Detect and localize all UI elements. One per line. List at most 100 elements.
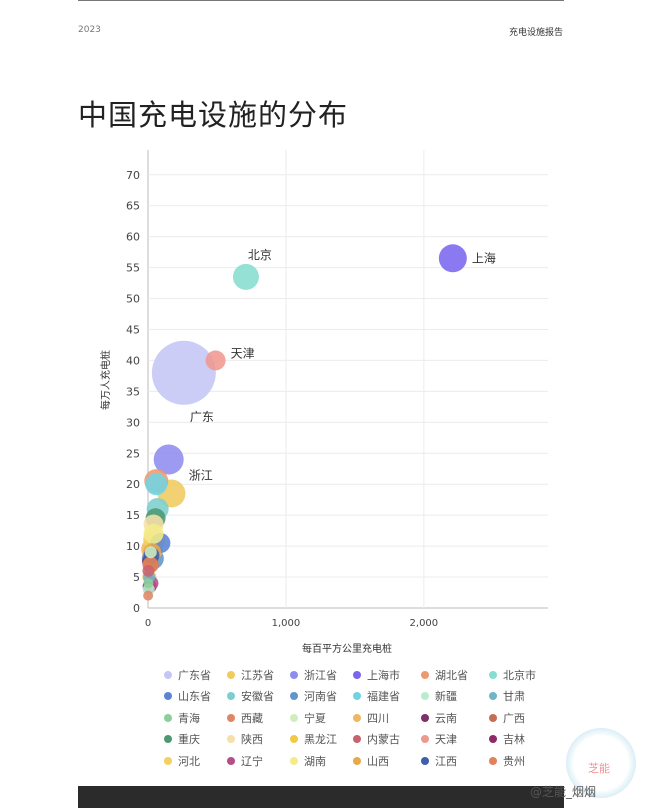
legend-label: 湖南 — [304, 754, 326, 768]
legend-swatch — [227, 692, 235, 701]
legend-label: 浙江省 — [304, 669, 337, 682]
legend-item: 西藏 — [227, 710, 263, 726]
legend-swatch — [290, 756, 298, 765]
point-label: 上海 — [472, 250, 496, 265]
legend-label: 广东省 — [178, 669, 211, 682]
legend-item: 黑龙江 — [290, 731, 337, 747]
y-tick-label: 10 — [126, 540, 140, 553]
legend-item: 重庆 — [164, 731, 200, 747]
legend-swatch — [164, 756, 172, 765]
legend-item: 广西 — [489, 710, 525, 726]
y-tick-label: 0 — [133, 602, 140, 615]
legend-item: 山西 — [353, 753, 389, 769]
legend-item: 北京市 — [489, 667, 536, 683]
legend-label: 河南省 — [304, 690, 337, 704]
legend-swatch — [421, 735, 429, 744]
watermark: @芝能_烟烟 — [530, 785, 597, 799]
legend-item: 宁夏 — [290, 710, 326, 726]
y-tick-label: 50 — [126, 293, 140, 306]
legend-swatch — [489, 735, 497, 744]
y-axis-label: 每万人充电桩 — [99, 350, 112, 410]
data-point — [143, 578, 154, 589]
legend-item: 辽宁 — [227, 753, 263, 769]
scatter-chart: 0 5 10 15 20 25 30 35 40 45 50 55 60 65 70 0 1,000 2,000 每… — [99, 150, 548, 655]
legend-swatch — [353, 735, 361, 744]
legend-item: 江苏省 — [227, 667, 274, 683]
y-tick-label: 65 — [126, 200, 140, 213]
logo-badge: 芝能 — [566, 728, 636, 798]
report-name: 充电设施报告 — [508, 28, 563, 38]
legend-swatch — [353, 713, 361, 722]
y-tick-label: 5 — [133, 571, 140, 584]
y-tick-label: 40 — [126, 354, 140, 367]
legend-item: 青海 — [164, 710, 200, 726]
y-tick-label: 35 — [126, 385, 140, 398]
legend-swatch — [290, 735, 298, 744]
legend-swatch — [290, 692, 298, 701]
legend-swatch — [164, 692, 172, 701]
legend-swatch — [164, 713, 172, 722]
data-point — [205, 350, 226, 371]
data-point — [144, 546, 157, 559]
legend-label: 江西 — [435, 754, 457, 768]
data-point — [143, 590, 154, 601]
logo-text: 芝能 — [588, 762, 610, 775]
y-tick-label: 15 — [126, 509, 140, 522]
legend-item: 浙江省 — [290, 667, 337, 683]
legend-label: 新疆 — [435, 690, 457, 704]
data-point — [438, 244, 467, 273]
legend-label: 甘肃 — [503, 690, 525, 704]
report-year: 2023 — [78, 25, 101, 35]
legend-label: 福建省 — [367, 690, 400, 704]
legend-item: 福建省 — [353, 688, 400, 704]
page-title: 中国充电设施的分布 — [78, 98, 349, 132]
legend-label: 吉林 — [503, 733, 525, 747]
legend-item: 内蒙古 — [353, 731, 400, 747]
legend-swatch — [353, 756, 361, 765]
legend-swatch — [489, 692, 497, 701]
data-point — [153, 444, 184, 475]
legend-label: 江苏省 — [241, 669, 274, 682]
legend-item: 甘肃 — [489, 688, 525, 704]
legend-item: 贵州 — [489, 753, 525, 769]
y-tick-label: 20 — [126, 478, 140, 491]
legend-item: 山东省 — [164, 688, 211, 704]
legend-item: 河南省 — [290, 688, 337, 704]
y-tick-label: 30 — [126, 416, 140, 429]
legend-label: 上海市 — [367, 669, 400, 682]
x-tick-label: 0 — [145, 618, 151, 629]
legend-label: 山西 — [367, 754, 389, 768]
legend-item: 陕西 — [227, 731, 263, 747]
legend-swatch — [421, 756, 429, 765]
legend-label: 重庆 — [178, 733, 200, 747]
legend-label: 广西 — [503, 711, 525, 725]
data-point — [142, 564, 155, 577]
legend-item: 河北 — [164, 753, 200, 769]
legend-label: 云南 — [435, 711, 457, 725]
legend-item: 云南 — [421, 710, 457, 726]
legend-label: 山东省 — [178, 690, 211, 704]
point-label: 广东 — [190, 410, 214, 424]
legend-label: 西藏 — [241, 711, 263, 725]
legend-label: 四川 — [367, 711, 389, 725]
point-label: 北京 — [248, 248, 272, 262]
legend-label: 内蒙古 — [367, 733, 400, 747]
legend-label: 宁夏 — [304, 711, 326, 725]
legend-label: 北京市 — [503, 669, 536, 682]
legend-item: 广东省 — [164, 667, 211, 683]
legend-swatch — [227, 713, 235, 722]
data-point — [143, 523, 164, 544]
legend-label: 河北 — [178, 754, 200, 768]
legend-item: 湖北省 — [421, 667, 468, 683]
legend-swatch — [164, 735, 172, 744]
legend-swatch — [421, 671, 429, 679]
legend-label: 天津 — [435, 733, 457, 747]
legend-swatch — [353, 671, 361, 679]
x-tick-label: 2,000 — [410, 618, 439, 629]
legend-item: 吉林 — [489, 731, 525, 747]
y-tick-label: 25 — [126, 447, 140, 460]
data-point — [232, 263, 259, 290]
point-label: 浙江 — [189, 468, 213, 482]
legend-swatch — [227, 756, 235, 765]
y-tick-label: 70 — [126, 169, 140, 182]
